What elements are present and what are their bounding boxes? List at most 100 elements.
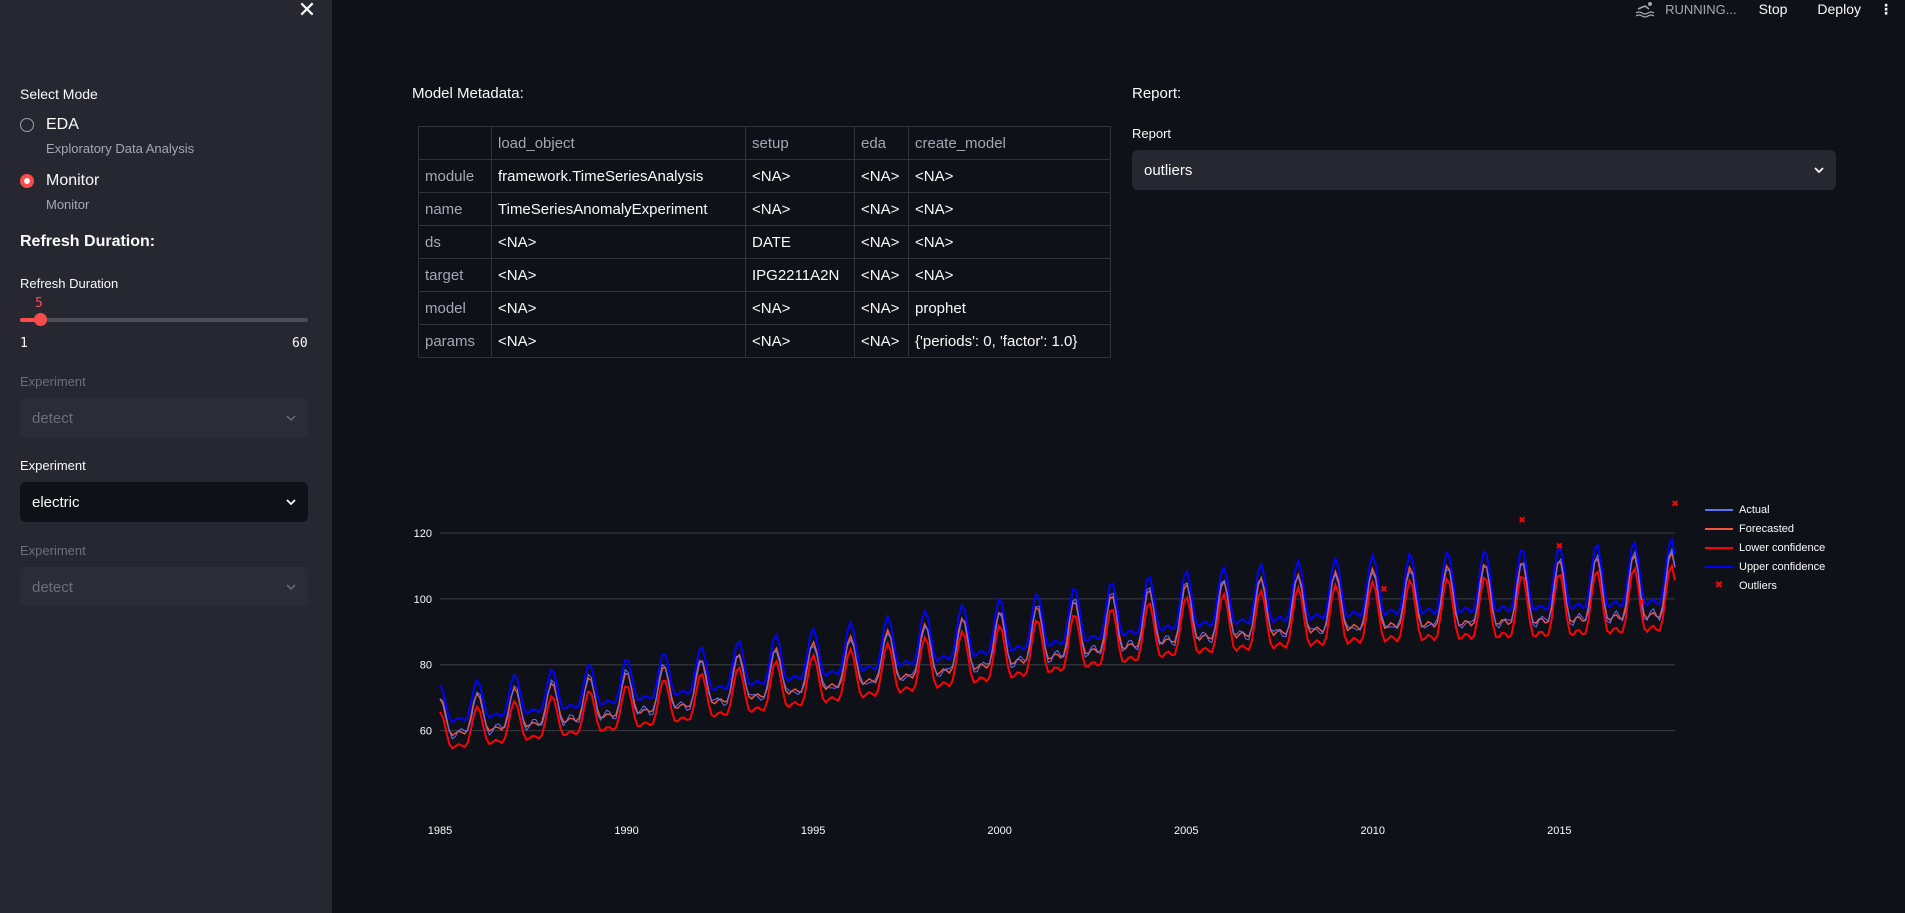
table-cell: <NA> xyxy=(491,258,746,292)
chevron-down-icon xyxy=(1814,167,1824,174)
upper-confidence-line xyxy=(439,536,1676,724)
radio-monitor-circle[interactable] xyxy=(20,174,34,188)
table-cell: <NA> xyxy=(854,159,909,193)
table-cell: prophet xyxy=(908,291,1111,325)
table-cell: <NA> xyxy=(745,291,855,325)
outlier-point: ✖ xyxy=(1518,515,1526,525)
legend-label: Actual xyxy=(1739,503,1770,516)
report-select[interactable]: outliers xyxy=(1132,150,1836,190)
actual-line xyxy=(439,547,1676,740)
experiment-label-3: Experiment xyxy=(20,543,86,558)
more-menu-icon[interactable]: ⋮ xyxy=(1879,0,1893,17)
report-title: Report: xyxy=(1132,85,1182,102)
table-cell: <NA> xyxy=(491,225,746,259)
row-header: module xyxy=(418,159,492,193)
experiment-label-2: Experiment xyxy=(20,458,86,473)
table-cell: <NA> xyxy=(854,291,909,325)
table-cell: <NA> xyxy=(908,258,1111,292)
row-header: params xyxy=(418,324,492,358)
deploy-button[interactable]: Deploy xyxy=(1817,1,1861,17)
row-header: model xyxy=(418,291,492,325)
chevron-down-icon xyxy=(286,415,296,422)
slider-label: Refresh Duration xyxy=(20,276,119,291)
row-header: name xyxy=(418,192,492,226)
table-cell: <NA> xyxy=(491,324,746,358)
radio-eda-circle[interactable] xyxy=(20,118,34,132)
table-cell: framework.TimeSeriesAnalysis xyxy=(491,159,746,193)
outlier-point: ✖ xyxy=(1638,597,1646,607)
y-tick-label: 60 xyxy=(420,726,432,738)
x-tick-label: 1990 xyxy=(614,825,638,837)
experiment-select-2[interactable]: electric xyxy=(20,482,308,522)
x-tick-label: 2015 xyxy=(1547,825,1571,837)
lower-confidence-line xyxy=(439,562,1676,750)
metadata-title: Model Metadata: xyxy=(412,85,524,102)
radio-eda[interactable]: EDA xyxy=(20,116,79,134)
x-tick-label: 2010 xyxy=(1361,825,1385,837)
legend-item[interactable]: Lower confidence xyxy=(1705,538,1825,557)
forecasted-line xyxy=(439,550,1676,737)
table-header-cell: load_object xyxy=(491,126,746,160)
radio-monitor[interactable]: Monitor xyxy=(20,172,99,190)
slider-max: 60 xyxy=(292,336,308,351)
table-row: target <NA> IPG2211A2N <NA> <NA> xyxy=(418,258,1111,292)
experiment-label-1: Experiment xyxy=(20,374,86,389)
experiment-select-3[interactable]: detect xyxy=(20,567,308,607)
table-row: params <NA> <NA> <NA> {'periods': 0, 'fa… xyxy=(418,324,1111,358)
legend-item[interactable]: Forecasted xyxy=(1705,519,1825,538)
legend-item[interactable]: Actual xyxy=(1705,500,1825,519)
table-cell: <NA> xyxy=(745,192,855,226)
legend-item[interactable]: Upper confidence xyxy=(1705,557,1825,576)
legend-label: Forecasted xyxy=(1739,522,1795,535)
anomaly-chart[interactable]: ✖ ✖ ✖ ✖ ✖ 60 80 100 120 1985 1990 1995 2000 2005 2010… xyxy=(400,490,1690,850)
table-cell: IPG2211A2N xyxy=(745,258,855,292)
refresh-slider[interactable] xyxy=(20,318,308,322)
legend-item[interactable]: ✖ Outliers xyxy=(1705,576,1825,595)
outlier-point: ✖ xyxy=(1380,584,1388,594)
table-cell: TimeSeriesAnomalyExperiment xyxy=(491,192,746,226)
legend-label: Outliers xyxy=(1739,579,1777,592)
table-cell: <NA> xyxy=(908,225,1111,259)
x-tick-label: 2005 xyxy=(1174,825,1198,837)
legend-label: Lower confidence xyxy=(1739,541,1826,554)
table-header-cell: setup xyxy=(745,126,855,160)
table-cell: <NA> xyxy=(745,324,855,358)
radio-eda-label: EDA xyxy=(46,116,79,133)
metadata-table: load_object setup eda create_model modul… xyxy=(418,126,1111,358)
outlier-point: ✖ xyxy=(1671,498,1679,508)
chart-ticks: 60 80 100 120 1985 1990 1995 2000 2005 2010 2015 xyxy=(414,528,1572,837)
experiment-select-1-value: detect xyxy=(32,409,73,427)
row-header: ds xyxy=(418,225,492,259)
running-status: RUNNING... xyxy=(1665,1,1737,17)
experiment-select-3-value: detect xyxy=(32,578,73,596)
stop-button[interactable]: Stop xyxy=(1758,1,1788,17)
table-row: name TimeSeriesAnomalyExperiment <NA> <N… xyxy=(418,192,1111,226)
y-tick-label: 100 xyxy=(414,594,432,606)
chart-series xyxy=(439,536,1676,750)
chart-grid xyxy=(440,532,1675,732)
table-header-cell: create_model xyxy=(908,126,1111,160)
legend-swatch xyxy=(1705,565,1733,568)
table-header-cell: eda xyxy=(854,126,909,160)
table-cell: <NA> xyxy=(908,192,1111,226)
radio-monitor-caption: Monitor xyxy=(46,197,90,212)
slider-thumb[interactable] xyxy=(34,313,47,326)
running-swimmer-icon xyxy=(1635,2,1655,18)
close-sidebar-icon[interactable]: ✕ xyxy=(297,0,317,22)
sidebar: ✕ Select Mode EDA Exploratory Data Analy… xyxy=(0,0,332,913)
legend-swatch xyxy=(1705,527,1733,530)
legend-label: Upper confidence xyxy=(1739,560,1826,573)
table-cell: <NA> xyxy=(745,159,855,193)
chart-outliers: ✖ ✖ ✖ ✖ ✖ xyxy=(1380,498,1679,607)
table-cell: <NA> xyxy=(854,258,909,292)
mode-label: Select Mode xyxy=(20,86,98,102)
table-cell: <NA> xyxy=(854,225,909,259)
experiment-select-1[interactable]: detect xyxy=(20,398,308,438)
chart-legend: Actual Forecasted Lower confidence Upper… xyxy=(1705,500,1825,595)
table-row: module framework.TimeSeriesAnalysis <NA>… xyxy=(418,159,1111,193)
experiment-select-2-value: electric xyxy=(32,493,80,511)
table-header-row: load_object setup eda create_model xyxy=(418,126,1111,160)
slider-min: 1 xyxy=(20,336,28,351)
slider-fill xyxy=(20,318,40,322)
report-label: Report xyxy=(1132,126,1172,141)
